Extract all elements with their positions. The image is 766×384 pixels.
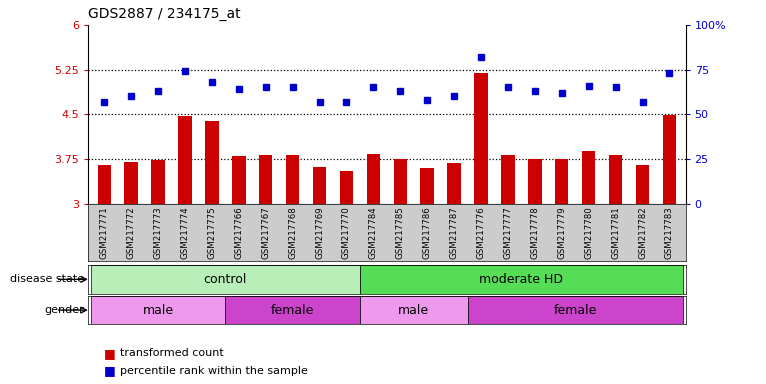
Bar [663, 115, 676, 204]
Bar [636, 166, 650, 204]
Bar [286, 155, 300, 204]
Text: GSM217782: GSM217782 [638, 207, 647, 259]
Text: GSM217768: GSM217768 [288, 207, 297, 259]
Bar [340, 171, 353, 204]
Text: percentile rank within the sample: percentile rank within the sample [120, 366, 308, 376]
Bar [394, 159, 407, 204]
Bar [501, 155, 515, 204]
Text: GSM217775: GSM217775 [208, 207, 216, 259]
Bar [609, 155, 622, 204]
Text: GSM217770: GSM217770 [342, 207, 351, 259]
Bar [467, 296, 683, 324]
Bar [360, 296, 467, 324]
Text: GSM217783: GSM217783 [665, 207, 674, 259]
Text: male: male [142, 304, 174, 316]
Text: GDS2887 / 234175_at: GDS2887 / 234175_at [88, 7, 241, 21]
Text: GSM217778: GSM217778 [530, 207, 539, 259]
Text: ■: ■ [103, 347, 115, 360]
Text: GSM217773: GSM217773 [153, 207, 162, 259]
Bar [421, 168, 434, 204]
Bar [124, 162, 138, 204]
Text: gender: gender [44, 305, 84, 315]
Text: GSM217785: GSM217785 [396, 207, 404, 259]
Text: disease state: disease state [10, 274, 84, 285]
Text: GSM217780: GSM217780 [584, 207, 593, 259]
Bar [152, 160, 165, 204]
Bar [360, 265, 683, 294]
Bar [91, 296, 225, 324]
Bar [582, 151, 595, 204]
Bar [555, 159, 568, 204]
Text: female: female [271, 304, 314, 316]
Bar [225, 296, 360, 324]
Text: GSM217786: GSM217786 [423, 207, 432, 259]
Bar [91, 265, 360, 294]
Bar [205, 121, 218, 204]
Bar [528, 159, 542, 204]
Bar [313, 167, 326, 204]
Text: GSM217769: GSM217769 [315, 207, 324, 259]
Text: female: female [554, 304, 597, 316]
Bar [474, 73, 488, 204]
Text: GSM217771: GSM217771 [100, 207, 109, 259]
Text: GSM217777: GSM217777 [503, 207, 512, 259]
Bar [232, 157, 246, 204]
Text: GSM217781: GSM217781 [611, 207, 620, 259]
Text: male: male [398, 304, 429, 316]
Text: transformed count: transformed count [120, 348, 224, 358]
Text: control: control [204, 273, 247, 286]
Text: GSM217766: GSM217766 [234, 207, 244, 259]
Bar [97, 165, 111, 204]
Text: ■: ■ [103, 364, 115, 377]
Bar [259, 155, 273, 204]
Text: GSM217774: GSM217774 [181, 207, 189, 259]
Text: GSM217776: GSM217776 [476, 207, 486, 259]
Bar [178, 116, 192, 204]
Text: GSM217772: GSM217772 [126, 207, 136, 259]
Bar [447, 163, 461, 204]
Text: GSM217767: GSM217767 [261, 207, 270, 259]
Text: GSM217787: GSM217787 [450, 207, 459, 259]
Bar [367, 154, 380, 204]
Text: moderate HD: moderate HD [480, 273, 564, 286]
Text: GSM217779: GSM217779 [558, 207, 566, 259]
Text: GSM217784: GSM217784 [369, 207, 378, 259]
